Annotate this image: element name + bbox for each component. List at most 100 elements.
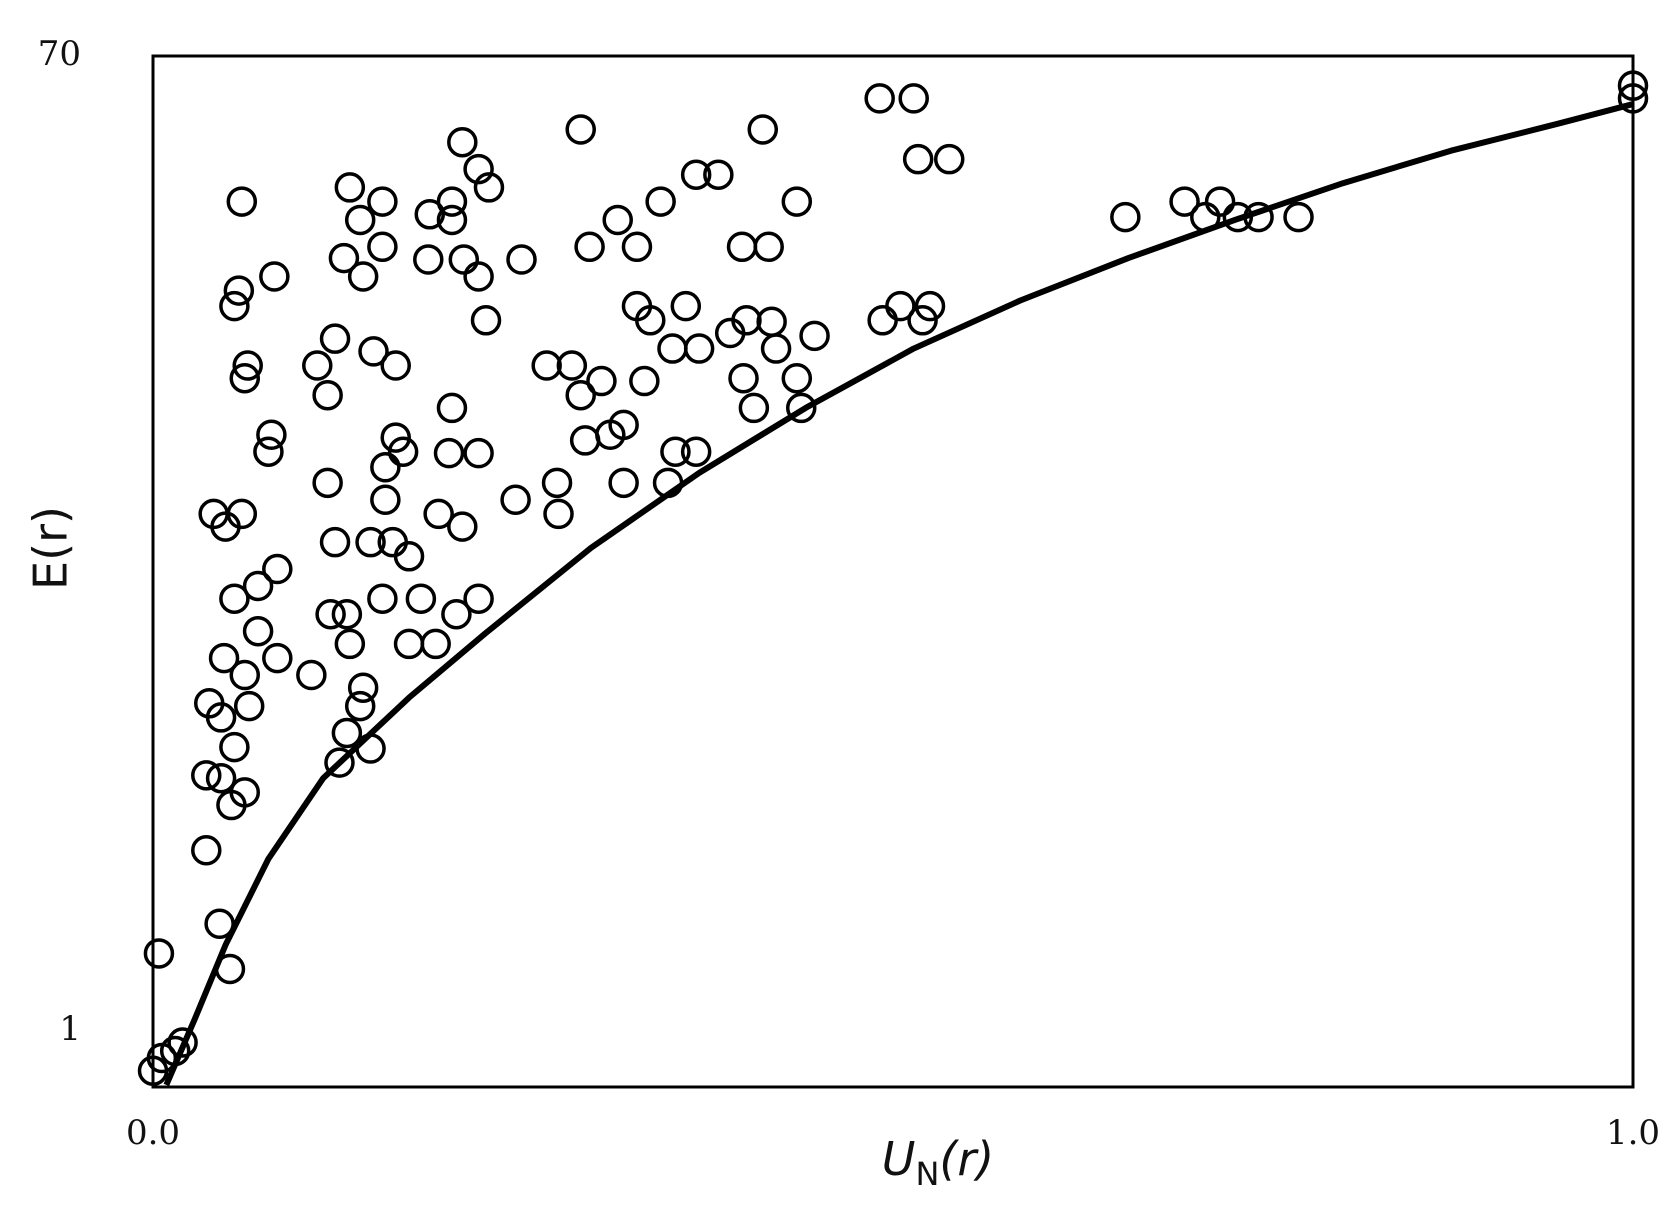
scatter-point	[296, 659, 327, 691]
y-tick-label: 1	[59, 1009, 81, 1049]
scatter-point	[414, 199, 446, 230]
scatter-point	[393, 541, 425, 572]
x-label-sub: N	[915, 1155, 939, 1193]
scatter-point	[324, 747, 355, 778]
scatter-point	[683, 333, 715, 364]
scatter-point	[500, 484, 531, 516]
scatter-point	[1222, 201, 1254, 233]
scatter-point	[256, 419, 287, 451]
scatter-point	[367, 583, 398, 614]
scatter-point	[726, 231, 758, 263]
scatter-point	[223, 275, 255, 306]
scatter-point	[242, 570, 274, 602]
scatter-point	[595, 419, 626, 451]
scatter-point	[232, 350, 263, 381]
scatter-point	[506, 244, 537, 275]
scatter-point	[214, 953, 246, 985]
scatter-point	[556, 350, 588, 381]
scatter-point	[219, 290, 250, 322]
scatter-point	[219, 731, 250, 763]
scatter-point	[259, 261, 290, 292]
scatter-point	[253, 436, 284, 467]
scatter-point	[319, 526, 351, 558]
scatter-point	[331, 599, 363, 630]
scatter-point	[229, 659, 261, 691]
scatter-point	[219, 583, 250, 614]
scatter-point	[660, 436, 691, 467]
scatter-point	[565, 114, 596, 145]
scatter-point	[334, 172, 366, 203]
scatter-point	[1110, 201, 1141, 233]
scatter-point	[436, 186, 468, 217]
scatter-point	[367, 186, 398, 217]
scatter-point	[652, 467, 684, 499]
scatter-point	[405, 583, 437, 614]
x-tick-label: 0.0	[126, 1113, 180, 1153]
scatter-point	[191, 835, 222, 866]
scatter-point	[370, 452, 401, 483]
scatter-point	[226, 498, 258, 530]
scatter-point	[205, 762, 237, 794]
scatter-point	[731, 305, 762, 336]
scatter-point	[565, 379, 596, 411]
scatter-point	[413, 244, 444, 275]
scatter-point	[204, 908, 235, 940]
scatter-point	[436, 392, 468, 424]
scatter-point	[262, 642, 293, 674]
scatter-point	[738, 392, 770, 424]
scatter-point	[229, 362, 261, 394]
scatter-point	[1169, 186, 1200, 217]
y-tick-label: 70	[38, 34, 81, 74]
scatter-point	[208, 642, 240, 674]
scatter-point	[331, 717, 363, 749]
scatter-point	[670, 290, 702, 322]
scatter-point	[242, 615, 274, 647]
scatter-point	[344, 690, 376, 722]
scatter-point	[358, 336, 389, 367]
scatter-point	[781, 362, 813, 394]
scatter-point	[470, 305, 502, 336]
x-label-suffix: (r)	[939, 1132, 994, 1186]
scatter-point	[328, 242, 360, 274]
scatter-point	[574, 231, 605, 263]
scatter-point	[302, 350, 333, 381]
scatter-point	[393, 628, 425, 660]
scatter-point	[441, 599, 472, 630]
scatter-point	[319, 323, 351, 354]
scatter-point	[436, 204, 468, 236]
scatter-point	[1243, 201, 1274, 233]
scatter-point	[1617, 83, 1649, 114]
scatter-point	[885, 290, 916, 322]
scatter-point	[191, 760, 222, 791]
x-label-main: U	[882, 1132, 916, 1186]
scatter-point	[1283, 201, 1314, 233]
scatter-point	[933, 143, 965, 175]
scatter-point	[233, 690, 265, 722]
scatter-point	[355, 526, 386, 558]
scatter-point	[159, 1035, 191, 1067]
scatter-point	[914, 290, 946, 322]
scatter-point	[473, 172, 505, 203]
scatter-point	[334, 628, 366, 660]
scatter-point	[629, 365, 660, 397]
scatter-point	[728, 362, 759, 394]
scatter-point	[370, 484, 401, 516]
scatter-point	[645, 186, 676, 217]
scatter-point	[380, 350, 411, 381]
scatter-point	[543, 498, 574, 530]
scatter-point	[680, 159, 712, 190]
scatter-point	[447, 126, 478, 158]
scatter-point	[229, 777, 261, 808]
y-axis-label: E(r)	[24, 506, 78, 590]
curve	[163, 101, 1634, 1087]
scatter-point	[602, 204, 633, 236]
scatter-point	[635, 305, 666, 336]
scatter-point	[680, 436, 712, 467]
scatter-point	[433, 437, 465, 469]
scatter-point	[355, 733, 386, 764]
scatter-point	[657, 333, 688, 364]
x-axis-label: UN(r)	[882, 1132, 994, 1194]
scatter-point	[781, 186, 813, 217]
scatter-point	[756, 306, 787, 337]
x-tick-label: 1.0	[1606, 1113, 1660, 1153]
